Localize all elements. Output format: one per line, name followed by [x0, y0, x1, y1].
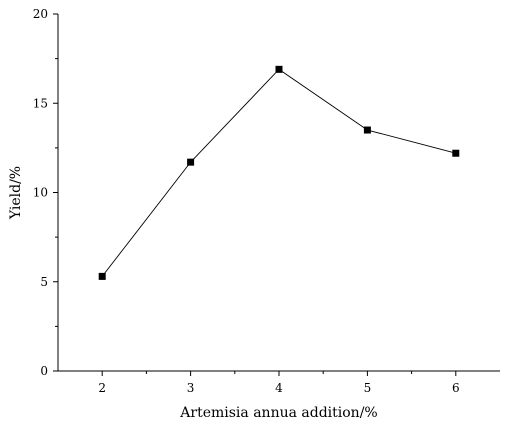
- data-point-marker: [363, 126, 371, 134]
- x-axis-title: Artemisia annua addition/%: [179, 405, 377, 421]
- y-tick-label: 10: [33, 186, 48, 200]
- y-tick-label: 5: [40, 275, 48, 289]
- data-point-marker: [187, 158, 195, 166]
- x-tick-label: 5: [364, 381, 372, 395]
- y-tick-label: 15: [33, 96, 48, 110]
- data-point-marker: [452, 149, 460, 157]
- data-point-marker: [275, 65, 283, 73]
- y-tick-label: 20: [33, 7, 48, 21]
- series: [98, 65, 460, 280]
- x-tick-label: 3: [187, 381, 195, 395]
- data-point-marker: [98, 272, 106, 280]
- ticks: 0 5 10 15 20 2 3 4 5 6: [33, 7, 460, 395]
- x-tick-label: 2: [98, 381, 106, 395]
- series-line: [101, 68, 456, 277]
- y-tick-label: 0: [40, 364, 48, 378]
- x-tick-label: 4: [275, 381, 283, 395]
- y-axis-title: Yield/%: [8, 166, 24, 220]
- x-tick-label: 6: [452, 381, 460, 395]
